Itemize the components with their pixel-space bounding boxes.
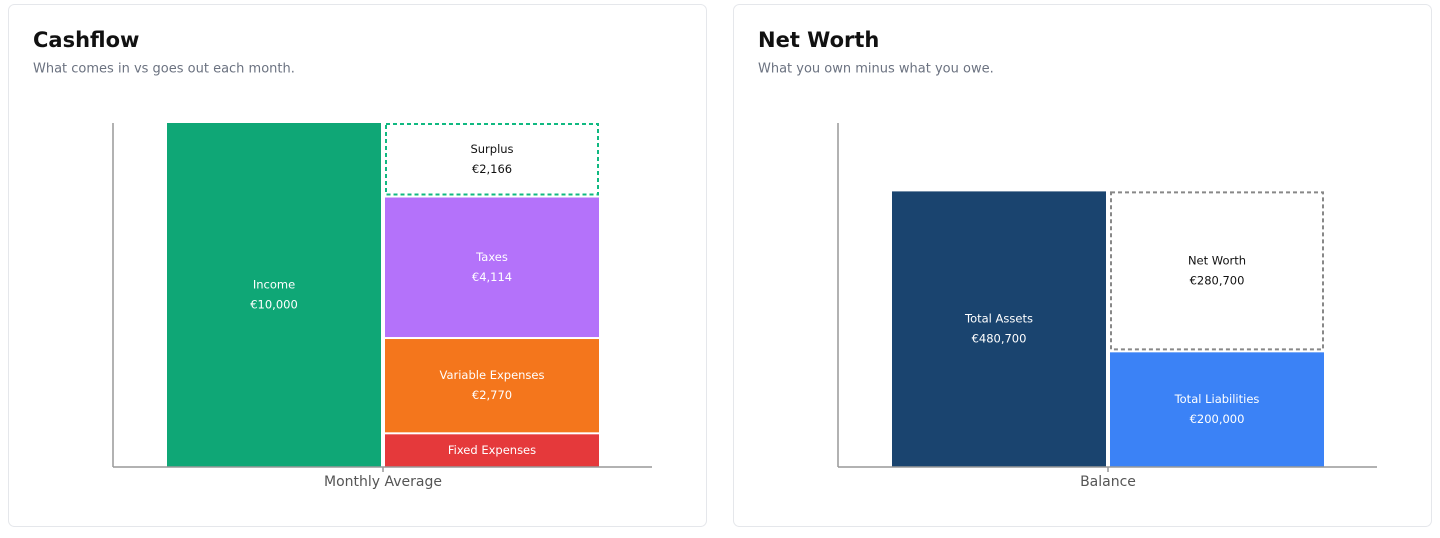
value-label: €280,700 xyxy=(1190,273,1245,287)
card-title: Cashflow xyxy=(33,28,139,52)
segment-name: Net Worth xyxy=(1188,253,1246,267)
segment-name: Income xyxy=(253,278,295,292)
x-tick-label: Monthly Average xyxy=(324,474,442,490)
value-label: €2,166 xyxy=(472,162,512,176)
bar-segment xyxy=(167,123,381,467)
card-subtitle: What comes in vs goes out each month. xyxy=(33,62,295,77)
bar-segment xyxy=(385,197,599,338)
segment-name: Total Assets xyxy=(964,312,1033,326)
card-subtitle: What you own minus what you owe. xyxy=(758,62,994,77)
bar-segment xyxy=(892,191,1106,467)
value-label: €200,000 xyxy=(1190,412,1245,426)
segment-name: Variable Expenses xyxy=(439,368,544,382)
bar-segment xyxy=(385,123,599,196)
segment-name: Surplus xyxy=(470,142,513,156)
segment-name: Taxes xyxy=(475,250,508,264)
value-label: €480,700 xyxy=(972,332,1027,346)
bar-segment xyxy=(385,339,599,433)
card-title: Net Worth xyxy=(758,28,879,52)
value-label: €2,770 xyxy=(472,388,512,402)
bar-segment xyxy=(1110,352,1324,467)
segment-name: Fixed Expenses xyxy=(448,443,536,457)
bar-segment xyxy=(1110,191,1324,351)
value-label: €10,000 xyxy=(250,298,298,312)
x-tick-label: Balance xyxy=(1080,474,1136,490)
bar-segment xyxy=(385,434,599,467)
segment-name: Total Liabilities xyxy=(1174,392,1260,406)
value-label: €4,114 xyxy=(472,270,512,284)
